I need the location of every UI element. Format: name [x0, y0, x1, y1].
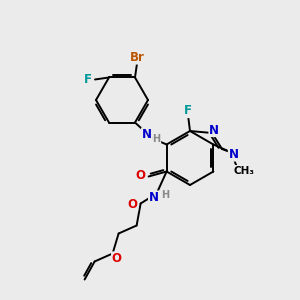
Text: O: O [112, 252, 122, 265]
Text: H: H [153, 134, 161, 145]
Text: O: O [128, 198, 138, 211]
Text: N: N [142, 128, 152, 141]
Text: F: F [84, 73, 92, 86]
Text: N: N [209, 124, 219, 136]
Text: CH₃: CH₃ [234, 166, 255, 176]
Text: N: N [228, 148, 239, 161]
Text: H: H [162, 190, 170, 200]
Text: Br: Br [130, 51, 144, 64]
Text: N: N [148, 191, 159, 204]
Text: F: F [184, 104, 192, 118]
Text: O: O [136, 169, 146, 182]
